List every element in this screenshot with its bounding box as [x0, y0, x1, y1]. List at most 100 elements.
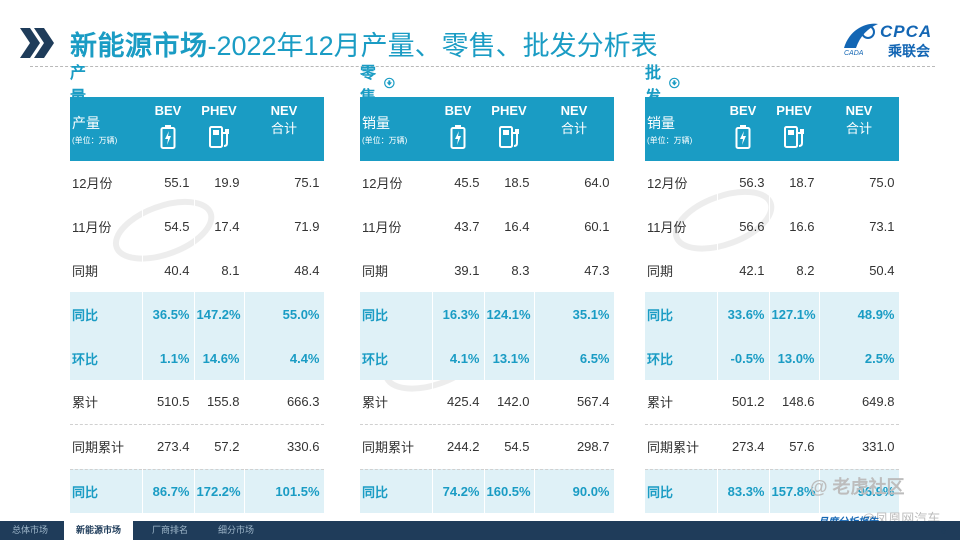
- logo-cpca-text: CPCA: [880, 22, 933, 41]
- header-nev: NEV 合计: [534, 97, 614, 161]
- phev-value: 13.0%: [769, 336, 820, 380]
- nev-value: 64.0: [534, 161, 615, 205]
- table-row: 同比 83.3% 157.8% 96.9%: [645, 469, 900, 514]
- bev-value: 45.5: [432, 161, 485, 205]
- table-row: 11月份 43.7 16.4 60.1: [360, 204, 615, 249]
- table-row: 同比 86.7% 172.2% 101.5%: [70, 469, 325, 514]
- header-title: PHEV: [776, 103, 812, 118]
- battery-icon: [735, 125, 751, 149]
- row-label: 环比: [360, 336, 433, 380]
- nev-value: 73.1: [819, 204, 900, 249]
- header-label: 产量: [72, 114, 100, 131]
- header-unit: (单位：万辆): [72, 135, 118, 145]
- data-table: 产量 (单位：万辆) BEV PHEV NEV 合计 12月份 55.1 19.9 75.1 11月…: [70, 97, 325, 514]
- header-title: NEV: [845, 103, 873, 118]
- down-arrow-icon: [669, 77, 680, 89]
- row-label: 同比: [70, 469, 143, 514]
- panel-title: 批发: [645, 65, 680, 106]
- header-bev: BEV: [142, 97, 194, 161]
- row-label: 累计: [360, 379, 433, 425]
- title-divider: [30, 66, 935, 67]
- bev-value: 16.3%: [432, 292, 485, 337]
- phev-value: 127.1%: [769, 292, 820, 337]
- watermark-tiger-text: @ 老虎社区: [810, 477, 905, 497]
- bev-value: 1.1%: [142, 336, 195, 380]
- phev-value: 8.2: [769, 248, 820, 293]
- nev-value: 666.3: [244, 379, 325, 425]
- bev-value: 54.5: [142, 204, 195, 249]
- table-row: 12月份 45.5 18.5 64.0: [360, 161, 615, 205]
- phev-value: 148.6: [769, 379, 820, 425]
- row-label: 11月份: [70, 204, 143, 249]
- header-label-cell: 销量 (单位：万辆): [360, 97, 432, 161]
- bev-value: 42.1: [717, 248, 770, 293]
- row-label: 同比: [645, 292, 718, 337]
- nev-value: 75.1: [244, 161, 325, 205]
- nav-tab[interactable]: 厂商排名: [152, 525, 189, 535]
- header-bev: BEV: [717, 97, 769, 161]
- double-chevron-icon: [18, 26, 58, 60]
- bev-value: 55.1: [142, 161, 195, 205]
- header-title: BEV: [444, 103, 472, 118]
- row-label: 同期累计: [645, 424, 718, 470]
- phev-value: 54.5: [484, 424, 535, 470]
- bev-value: -0.5%: [717, 336, 770, 380]
- nev-value: 47.3: [534, 248, 615, 293]
- nev-value: 101.5%: [244, 469, 325, 514]
- header-label-cell: 销量 (单位：万辆): [645, 97, 717, 161]
- row-label: 11月份: [645, 204, 718, 249]
- nev-value: 330.6: [244, 424, 325, 470]
- header-phev: PHEV: [194, 97, 244, 161]
- table-row: 同比 74.2% 160.5% 90.0%: [360, 469, 615, 514]
- header-nev: NEV 合计: [819, 97, 899, 161]
- header-sub: 合计: [270, 121, 297, 136]
- row-label: 同期累计: [360, 424, 433, 470]
- nev-value: 567.4: [534, 379, 615, 425]
- table-row: 11月份 54.5 17.4 71.9: [70, 204, 325, 249]
- row-label: 累计: [645, 379, 718, 425]
- logo-cn-text: 乘联会: [888, 43, 930, 59]
- fuel-plug-icon: [499, 126, 519, 148]
- table-row: 同期 39.1 8.3 47.3: [360, 248, 615, 293]
- bev-value: 501.2: [717, 379, 770, 425]
- nev-value: 90.0%: [534, 469, 615, 514]
- phev-value: 142.0: [484, 379, 535, 425]
- table-row: 同期累计 273.4 57.6 331.0: [645, 424, 900, 470]
- page-title-main: 新能源市场: [70, 30, 208, 61]
- row-label: 12月份: [70, 161, 143, 205]
- nev-value: 649.8: [819, 379, 900, 425]
- table-row: 环比 1.1% 14.6% 4.4%: [70, 336, 325, 380]
- bev-value: 39.1: [432, 248, 485, 293]
- row-label: 同期累计: [70, 424, 143, 470]
- bev-value: 425.4: [432, 379, 485, 425]
- table-row: 同期累计 244.2 54.5 298.7: [360, 424, 615, 470]
- nav-tab[interactable]: 总体市场: [12, 525, 49, 535]
- row-label: 环比: [70, 336, 143, 380]
- phev-value: 18.5: [484, 161, 535, 205]
- nav-tab[interactable]: 细分市场: [218, 525, 255, 535]
- bev-value: 56.6: [717, 204, 770, 249]
- nav-tab[interactable]: 新能源市场: [64, 521, 134, 540]
- table-row: 环比 4.1% 13.1% 6.5%: [360, 336, 615, 380]
- header-title: PHEV: [491, 103, 527, 118]
- phev-value: 8.3: [484, 248, 535, 293]
- bev-value: 273.4: [717, 424, 770, 470]
- page-number: 6: [940, 526, 946, 537]
- phev-value: 16.6: [769, 204, 820, 249]
- data-table: 销量 (单位：万辆) BEV PHEV NEV 合计 12月份 45.5 18.5 64.0 11月…: [360, 97, 615, 514]
- row-label: 同期: [70, 248, 143, 293]
- phev-value: 14.6%: [194, 336, 245, 380]
- phev-value: 160.5%: [484, 469, 535, 514]
- bev-value: 4.1%: [432, 336, 485, 380]
- phev-value: 147.2%: [194, 292, 245, 337]
- row-label: 同比: [360, 292, 433, 337]
- phev-value: 157.8%: [769, 469, 820, 514]
- header-unit: (单位：万辆): [362, 135, 408, 145]
- header-title: NEV: [270, 103, 298, 118]
- data-table: 销量 (单位：万辆) BEV PHEV NEV 合计 12月份 56.3 18.7 75.0 11月…: [645, 97, 900, 514]
- bev-value: 83.3%: [717, 469, 770, 514]
- bev-value: 86.7%: [142, 469, 195, 514]
- table-row: 累计 510.5 155.8 666.3: [70, 379, 325, 425]
- bev-value: 56.3: [717, 161, 770, 205]
- phev-value: 19.9: [194, 161, 245, 205]
